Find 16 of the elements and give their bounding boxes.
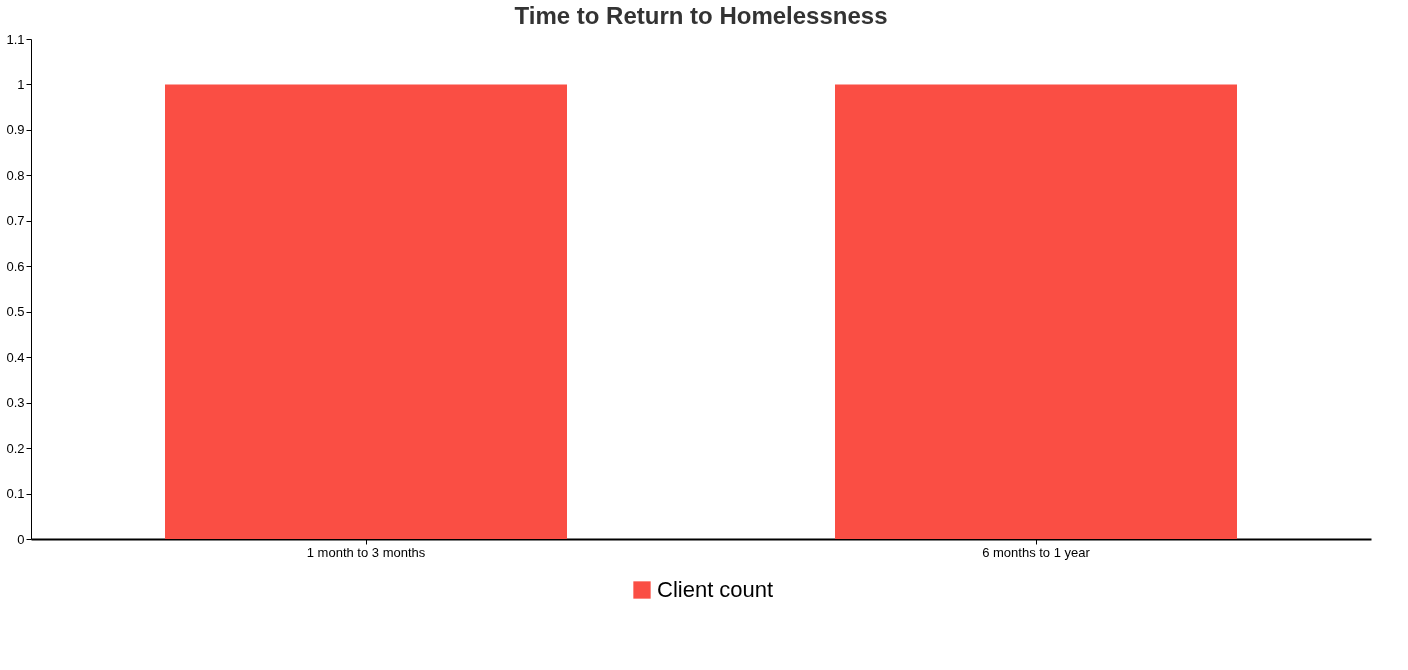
y-tick-label: 0 — [17, 531, 25, 547]
x-tick-label: 6 months to 1 year — [982, 544, 1091, 560]
y-tick-label: 0.1 — [6, 486, 25, 502]
chart-title: Time to Return to Homelessness — [514, 2, 888, 29]
x-tick-label: 1 month to 3 months — [306, 544, 426, 560]
y-tick-label: 1.1 — [6, 31, 25, 47]
y-tick-label: 0.4 — [6, 349, 25, 365]
y-tick-label: 0.3 — [6, 395, 25, 411]
legend-label: Client count — [657, 577, 774, 602]
y-tick-label: 0.9 — [6, 122, 25, 138]
y-tick-label: 0.5 — [6, 304, 25, 320]
y-tick-label: 0.2 — [6, 440, 25, 456]
y-tick-label: 1 — [17, 76, 25, 92]
y-tick-label: 0.6 — [6, 258, 25, 274]
y-tick-label: 0.7 — [6, 213, 25, 229]
y-tick-label: 0.8 — [6, 167, 25, 183]
